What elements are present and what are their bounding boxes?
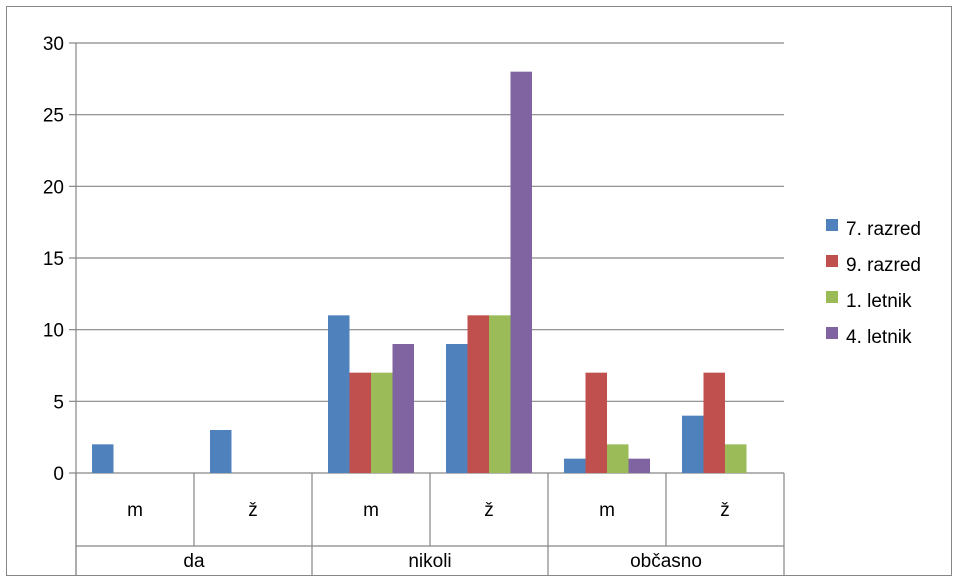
bar [371,372,393,473]
bar [349,372,371,473]
axes [69,42,785,576]
legend-swatch [826,219,838,231]
x-category-label: ž [248,500,258,521]
x-group-label: da [183,551,205,572]
x-category-label: m [363,500,379,521]
bar [585,372,607,473]
bar [210,430,232,473]
bar [446,344,468,473]
x-group-label: občasno [630,551,702,572]
bar [510,71,532,474]
bar [628,458,650,473]
legend-label: 1. letnik [846,291,912,312]
legend-label: 9. razred [846,255,921,276]
bar [703,372,725,473]
bar [725,444,747,473]
gridlines [76,42,784,402]
legend-swatch [826,327,838,339]
bar [564,458,586,473]
x-group-label: nikoli [408,551,451,572]
bar [92,444,114,473]
y-tick-label: 20 [43,177,64,198]
y-tick-label: 30 [43,34,64,55]
bars [92,71,747,474]
tick-labels: 0 5 10 15 20 25 30 m ž m ž m ž da nikoli občasno [43,34,730,572]
y-tick-label: 15 [43,249,64,270]
bar [328,315,350,473]
chart-frame [6,6,952,576]
x-category-label: m [127,500,143,521]
bar [489,315,511,473]
y-tick-label: 5 [53,392,64,413]
y-tick-label: 10 [43,321,64,342]
bar [682,415,704,473]
legend-label: 7. razred [846,219,921,240]
legend-swatch [826,291,838,303]
legend: 7. razred 9. razred 1. letnik 4. letnik [826,219,921,348]
y-tick-label: 0 [53,464,64,485]
legend-swatch [826,255,838,267]
x-category-label: m [599,500,615,521]
x-category-label: ž [484,500,494,521]
bar [392,344,414,473]
bar [467,315,489,473]
bar [607,444,629,473]
x-category-label: ž [720,500,730,521]
legend-label: 4. letnik [846,327,912,348]
y-tick-label: 25 [43,106,64,127]
